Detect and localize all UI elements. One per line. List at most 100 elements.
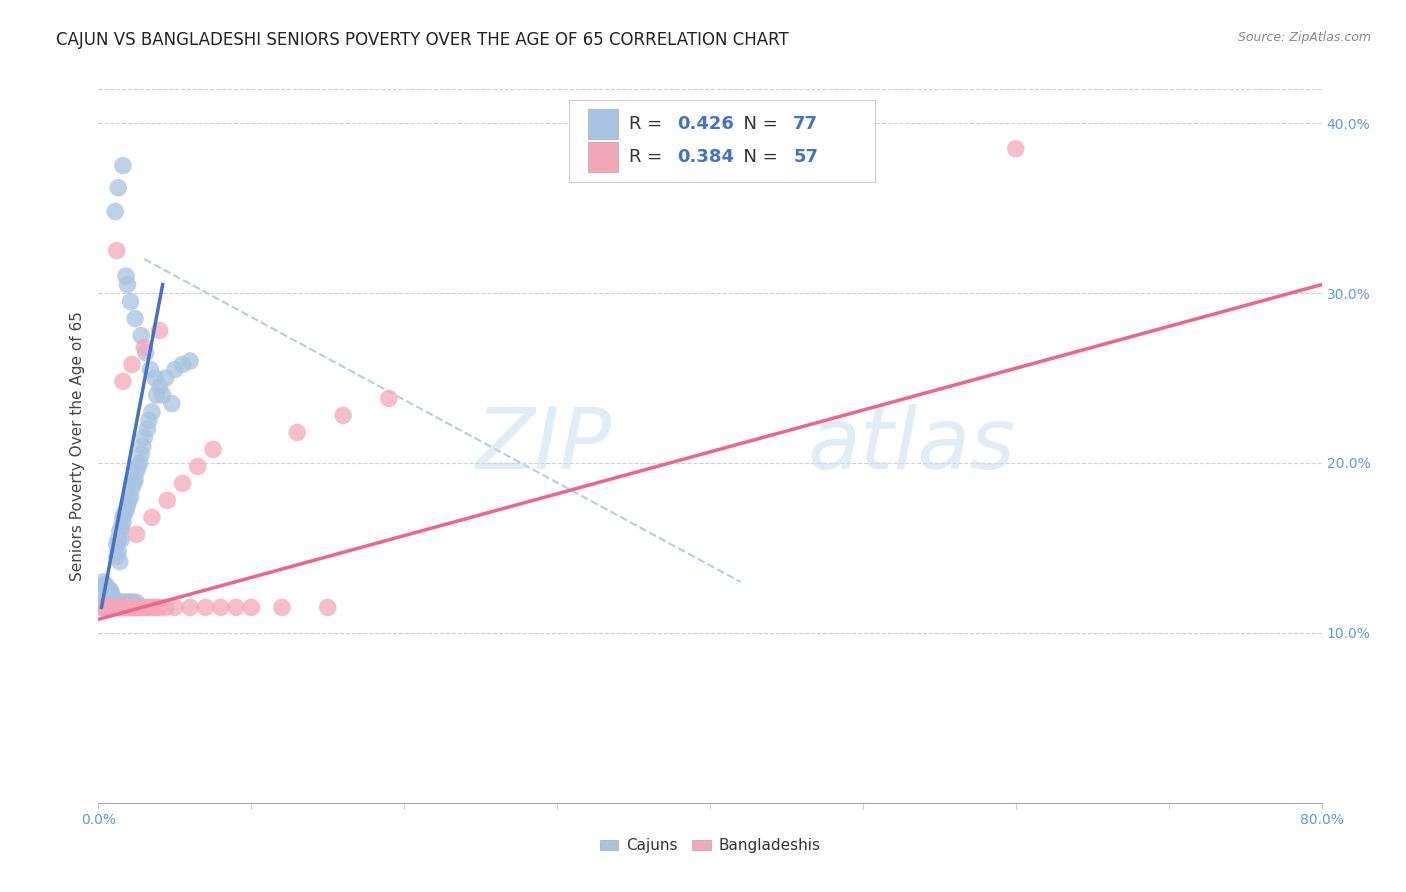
Point <box>225 600 247 615</box>
Point <box>107 544 129 558</box>
Point <box>120 595 142 609</box>
Point <box>132 439 155 453</box>
Point <box>172 476 194 491</box>
Point <box>124 311 146 326</box>
Point <box>98 591 121 606</box>
Point <box>110 600 132 615</box>
Point <box>111 159 134 173</box>
Point <box>163 362 186 376</box>
Point <box>104 595 127 609</box>
Point <box>125 595 148 609</box>
Text: N =: N = <box>733 148 783 167</box>
Point <box>100 589 122 603</box>
Text: atlas: atlas <box>808 404 1017 488</box>
Point <box>107 600 129 615</box>
Point <box>136 422 159 436</box>
Point <box>1004 142 1026 156</box>
Point <box>128 600 150 615</box>
Point <box>94 578 117 592</box>
Point <box>285 425 308 440</box>
FancyBboxPatch shape <box>588 143 619 172</box>
Point <box>125 465 148 479</box>
Point <box>142 600 165 615</box>
Point <box>105 549 128 564</box>
Point <box>160 396 183 410</box>
Point <box>121 600 143 615</box>
Point <box>156 493 179 508</box>
Point <box>105 600 128 615</box>
Point <box>117 499 139 513</box>
Point <box>209 600 232 615</box>
Point <box>120 490 142 504</box>
Point <box>91 574 114 589</box>
Text: ZIP: ZIP <box>475 404 612 488</box>
Point <box>149 323 172 337</box>
FancyBboxPatch shape <box>588 110 619 139</box>
Text: Source: ZipAtlas.com: Source: ZipAtlas.com <box>1237 31 1371 45</box>
Point <box>145 388 167 402</box>
Text: N =: N = <box>733 115 783 134</box>
Point <box>93 578 115 592</box>
Point <box>111 375 134 389</box>
Text: 77: 77 <box>793 115 818 134</box>
Point <box>115 269 138 284</box>
Point <box>152 388 174 402</box>
Point <box>108 555 131 569</box>
Point <box>117 595 139 609</box>
Text: 57: 57 <box>793 148 818 167</box>
Point <box>134 341 156 355</box>
Point <box>141 405 163 419</box>
Point <box>115 503 138 517</box>
Text: 0.384: 0.384 <box>678 148 734 167</box>
Point <box>118 600 141 615</box>
Point <box>155 600 177 615</box>
Point <box>90 600 112 615</box>
FancyBboxPatch shape <box>569 100 875 182</box>
Point <box>112 507 135 521</box>
Text: CAJUN VS BANGLADESHI SENIORS POVERTY OVER THE AGE OF 65 CORRELATION CHART: CAJUN VS BANGLADESHI SENIORS POVERTY OVE… <box>56 31 789 49</box>
Point <box>139 362 162 376</box>
Point <box>129 448 152 462</box>
Point <box>122 600 145 615</box>
Y-axis label: Seniors Poverty Over the Age of 65: Seniors Poverty Over the Age of 65 <box>69 311 84 581</box>
Point <box>127 600 149 615</box>
Point <box>97 595 120 609</box>
Point <box>108 524 131 538</box>
Point <box>91 600 114 615</box>
Point <box>97 600 120 615</box>
Point <box>117 600 139 615</box>
Point <box>101 600 124 615</box>
Point <box>129 600 152 615</box>
Point <box>112 595 135 609</box>
Text: R =: R = <box>630 148 668 167</box>
Point <box>103 600 125 615</box>
Point <box>111 510 134 524</box>
Point <box>104 204 127 219</box>
Point <box>172 358 194 372</box>
Point <box>94 600 117 615</box>
Point <box>141 510 163 524</box>
Point <box>111 516 134 530</box>
Point <box>194 600 217 615</box>
Point <box>316 600 339 615</box>
Point <box>107 595 129 609</box>
Point <box>136 600 159 615</box>
Legend: Cajuns, Bangladeshis: Cajuns, Bangladeshis <box>593 832 827 859</box>
Point <box>378 392 401 406</box>
Point <box>104 600 127 615</box>
Text: 0.426: 0.426 <box>678 115 734 134</box>
Point <box>104 600 127 615</box>
Point <box>122 595 145 609</box>
Point <box>112 600 135 615</box>
Point <box>105 537 128 551</box>
Point <box>105 595 128 609</box>
Point <box>145 600 167 615</box>
Point <box>121 595 143 609</box>
Point <box>135 345 157 359</box>
Text: R =: R = <box>630 115 668 134</box>
Point <box>163 600 186 615</box>
Point <box>240 600 263 615</box>
Point <box>111 595 134 609</box>
Point <box>118 595 141 609</box>
Point <box>202 442 225 457</box>
